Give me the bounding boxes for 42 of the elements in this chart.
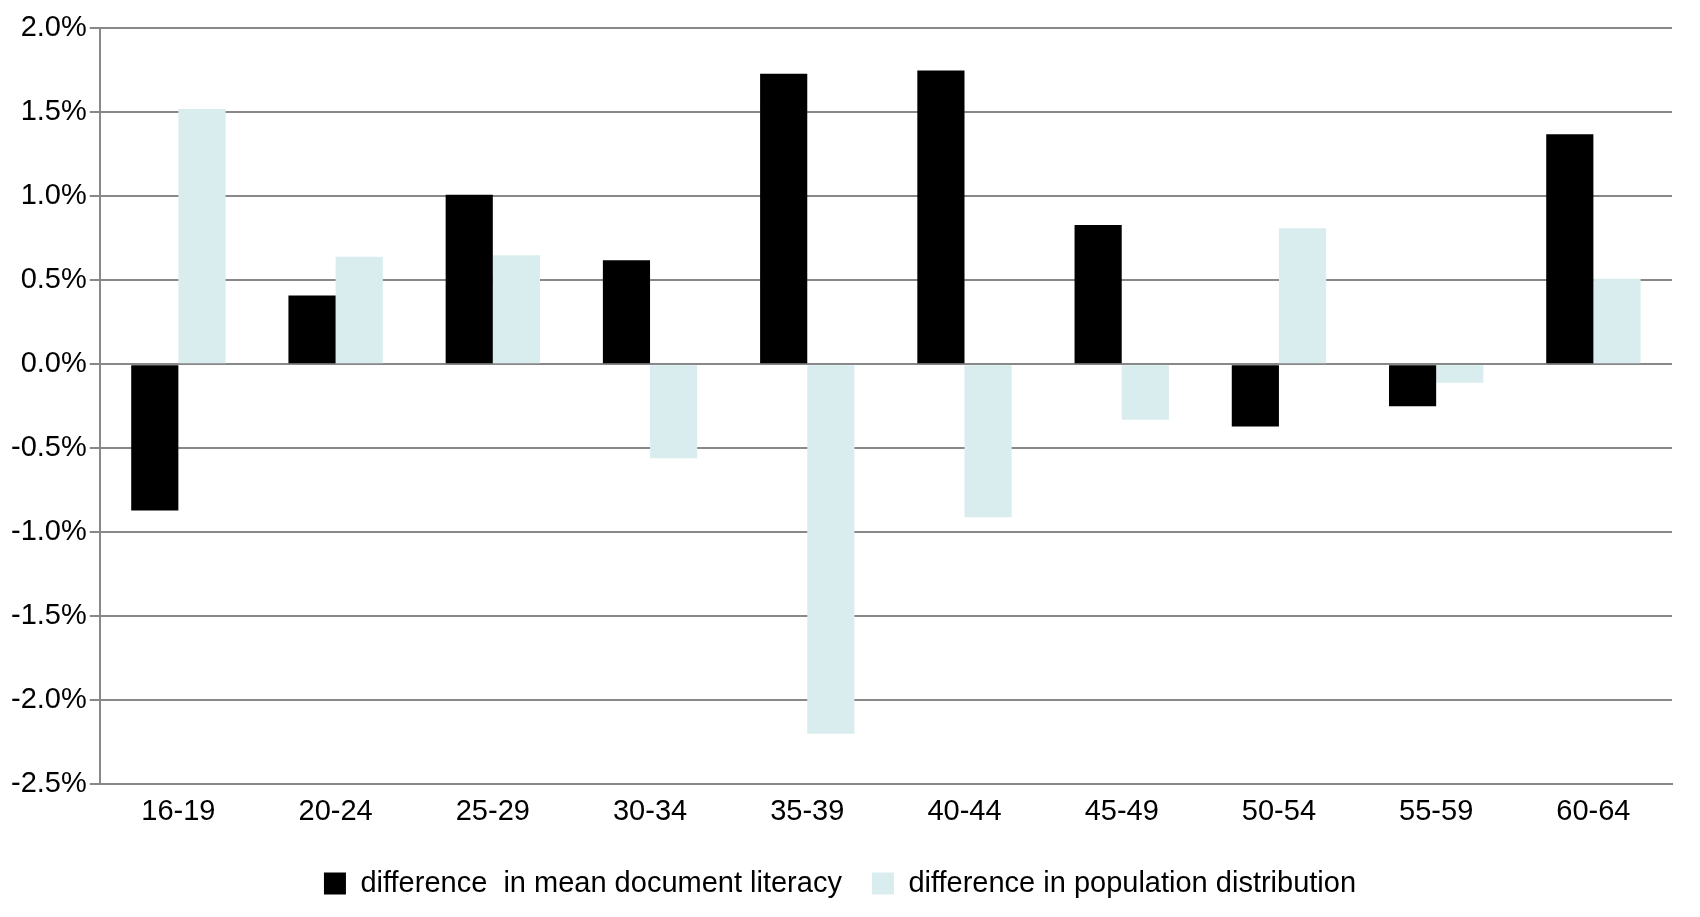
- bar: [760, 73, 808, 364]
- bar: [1593, 278, 1641, 364]
- bar: [178, 109, 226, 364]
- y-tick-label: 1.0%: [20, 178, 87, 211]
- bar: [917, 70, 965, 364]
- x-tick-label: 40-44: [927, 793, 1002, 826]
- x-tick-label: 30-34: [612, 793, 688, 826]
- bar: [288, 295, 336, 364]
- bar: [602, 260, 651, 364]
- y-tick-label: -1.5%: [10, 598, 87, 631]
- y-tick-label: -2.5%: [10, 766, 87, 799]
- legend-label: difference in population distribution: [908, 865, 1357, 898]
- bar: [492, 255, 540, 364]
- x-tick-label: 60-64: [1556, 793, 1631, 826]
- bar: [1121, 365, 1169, 420]
- x-tick-label: 25-29: [455, 793, 530, 826]
- x-tick-label: 45-49: [1084, 793, 1159, 826]
- y-tick-label: -2.0%: [10, 682, 87, 715]
- x-tick-label: 50-54: [1241, 793, 1317, 826]
- bar: [964, 365, 1012, 518]
- x-tick-label: 55-59: [1399, 793, 1474, 826]
- y-tick-label: 1.5%: [20, 94, 87, 127]
- y-tick-label: 2.0%: [20, 10, 87, 43]
- y-tick-label: 0.5%: [20, 262, 87, 295]
- bar: [1436, 365, 1484, 383]
- bar: [1278, 228, 1327, 364]
- bar: [1231, 365, 1279, 427]
- y-tick-label: -0.5%: [10, 430, 87, 463]
- bar: [335, 256, 383, 364]
- bar: [650, 365, 698, 459]
- x-tick-label: 35-39: [770, 793, 845, 826]
- bar: [1389, 365, 1437, 407]
- bar: [131, 365, 179, 511]
- y-tick-label: -1.0%: [10, 514, 87, 547]
- y-tick-label: 0.0%: [20, 346, 87, 379]
- x-tick-label: 16-19: [141, 793, 216, 826]
- x-tick-label: 20-24: [298, 793, 373, 826]
- bar: [1074, 224, 1122, 364]
- bar: [807, 365, 855, 734]
- bar: [445, 194, 493, 364]
- bar: [1546, 134, 1594, 364]
- legend-label: difference in mean document literacy: [360, 865, 843, 898]
